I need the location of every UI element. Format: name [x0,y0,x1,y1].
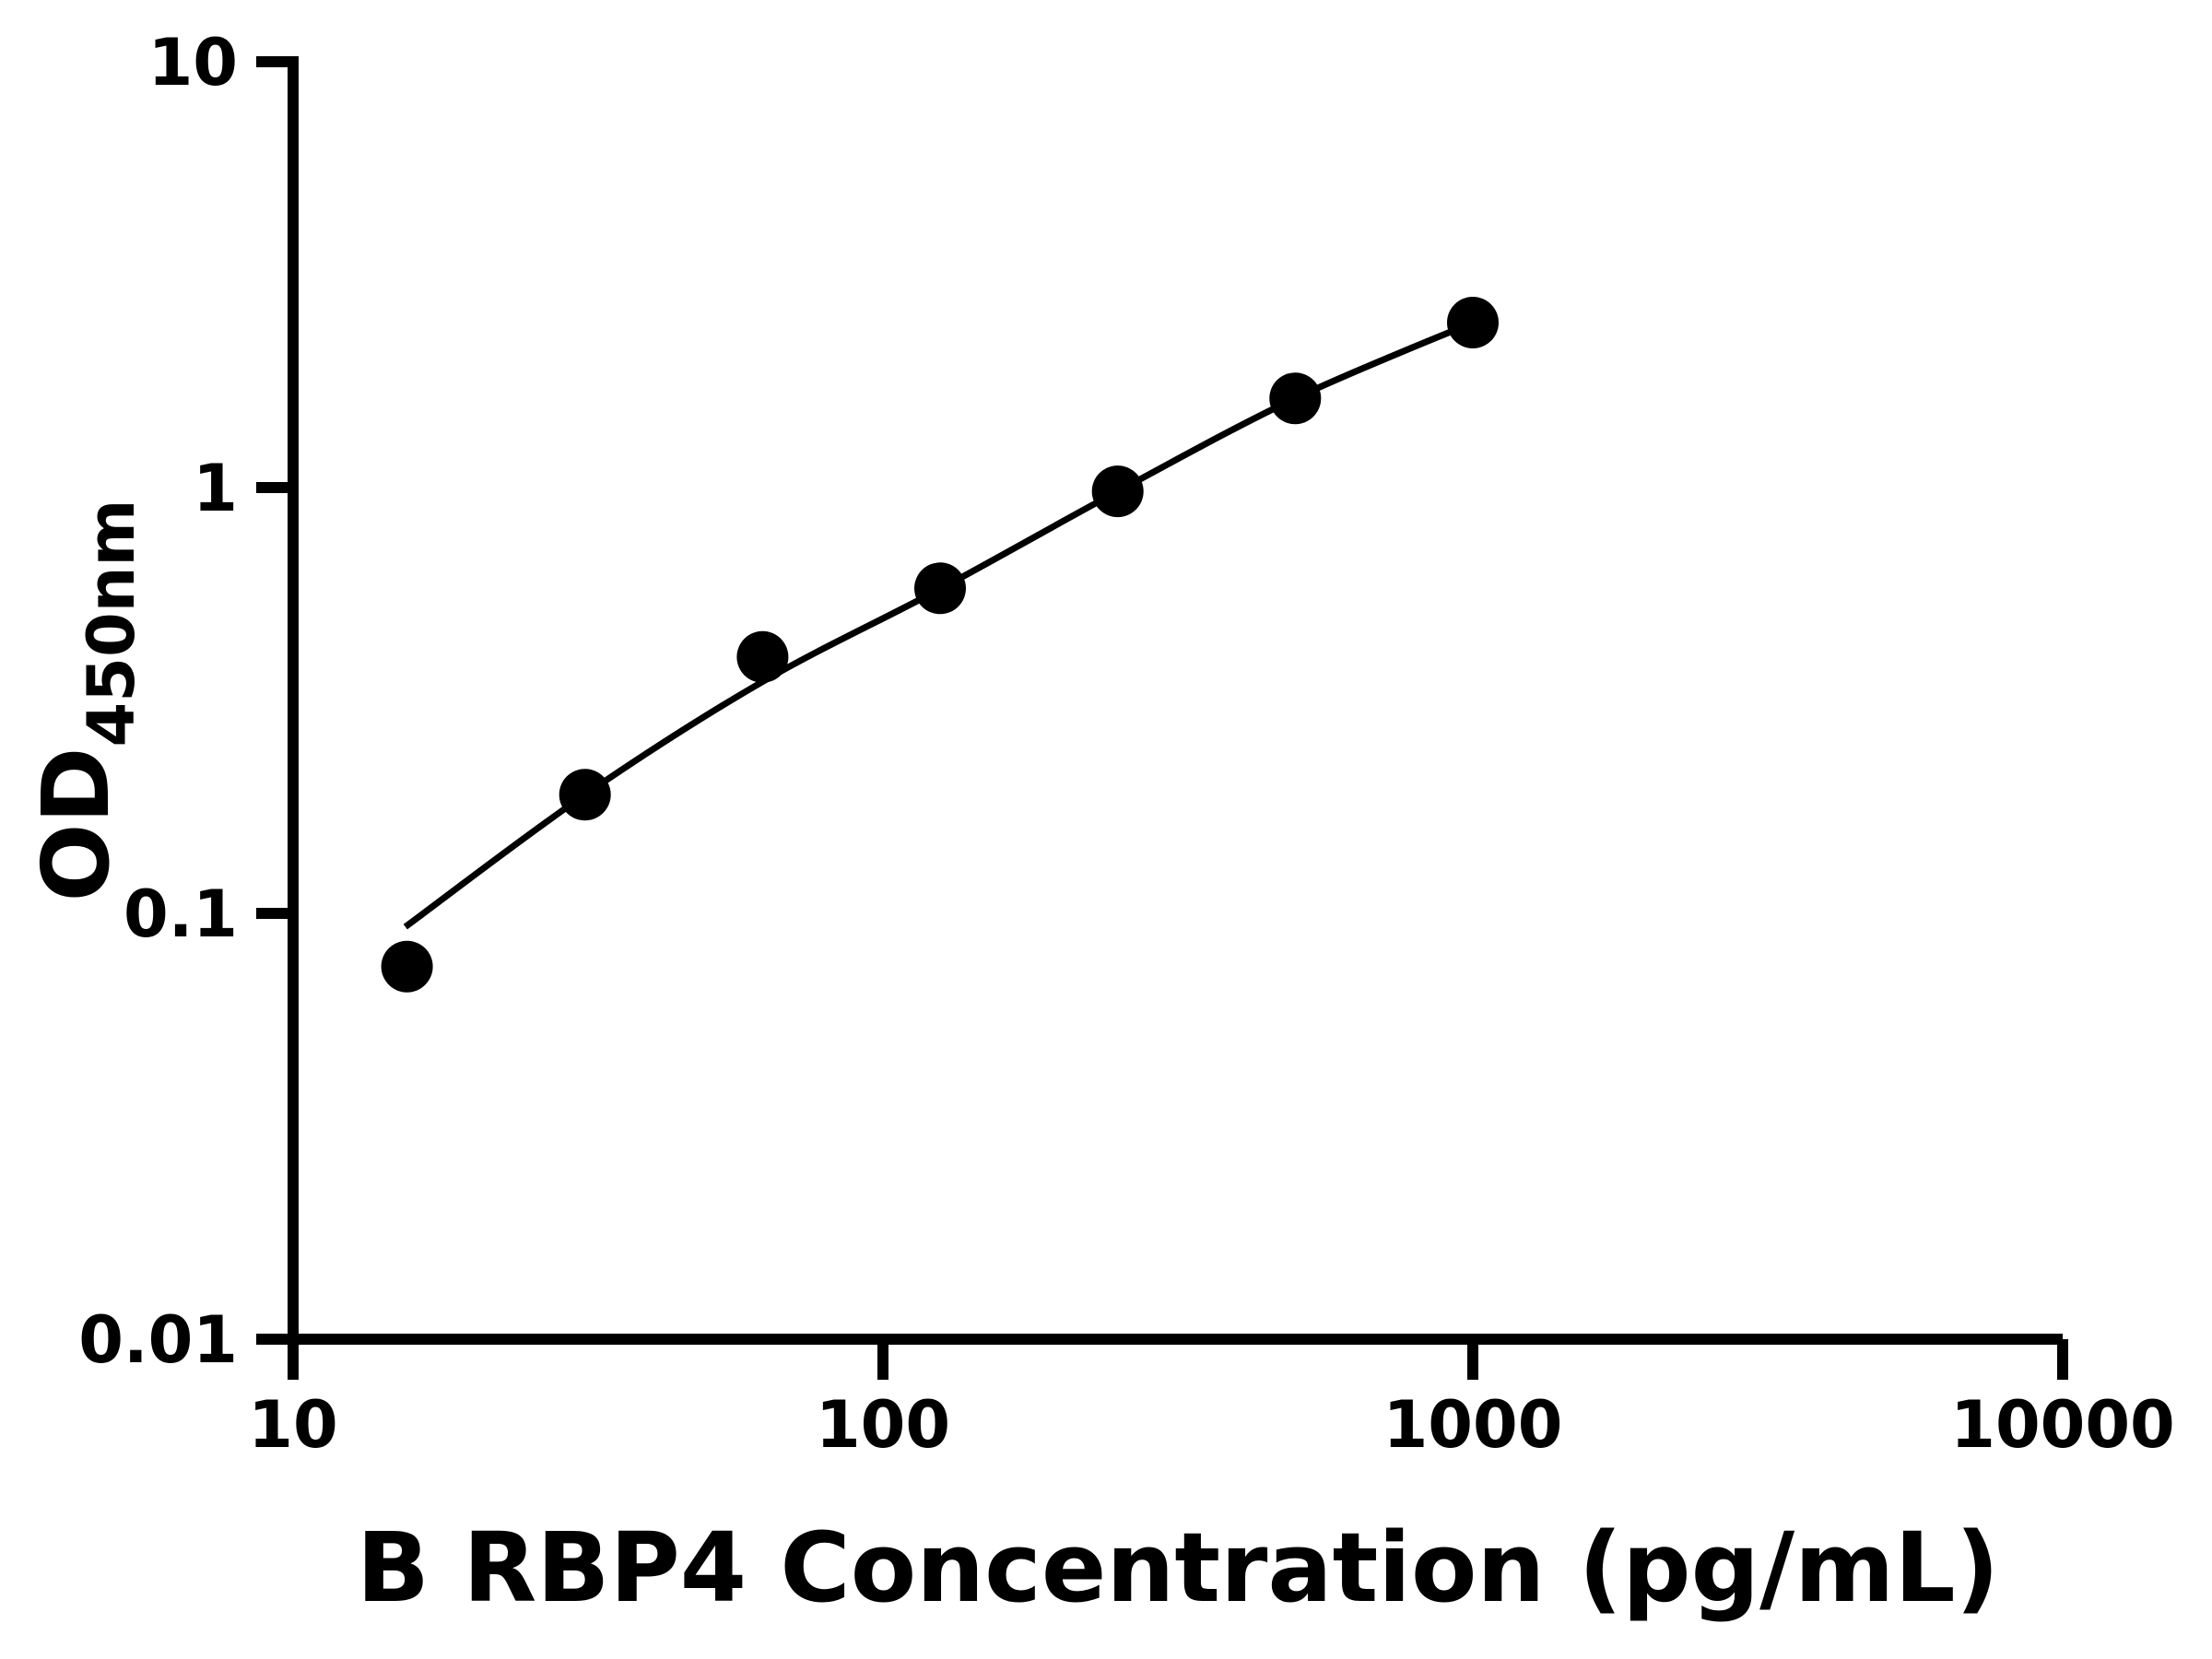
tick-marks [256,56,2068,1380]
data-point [559,769,611,821]
data-point [1269,372,1322,425]
data-point [736,630,789,683]
data-point [1091,465,1144,518]
data-point [914,562,966,615]
y-tick-label: 0.01 [78,1302,238,1378]
y-tick-label: 10 [148,25,238,100]
y-axis-title-subscript: 450nm [74,500,149,747]
axes [288,56,2063,1380]
x-tick-label: 100 [816,1387,950,1463]
data-points-layer [381,297,1499,993]
y-tick-label: 0.1 [124,877,238,952]
data-point [1447,297,1499,348]
x-axis-title: B RBP4 Concentration (pg/mL) [357,1512,1999,1624]
x-tick-label: 10 [248,1387,337,1463]
y-tick-label: 1 [193,451,238,526]
x-tick-label: 10000 [1950,1387,2175,1463]
tick-labels: 0.01 0.1 1 10 10 100 1000 10000 [78,25,2174,1463]
y-axis-title: OD450nm [22,500,149,902]
x-tick-label: 1000 [1383,1387,1563,1463]
data-point [381,940,433,993]
y-axis-title-main: OD [22,747,130,901]
